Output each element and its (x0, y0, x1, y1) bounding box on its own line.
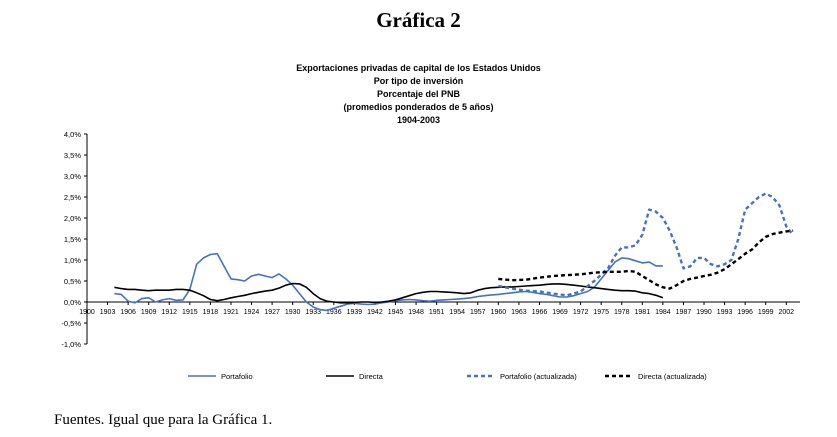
x-tick-label: 1909 (141, 309, 157, 316)
chart-title-line-5: 1904-2003 (396, 115, 441, 125)
series-line-2 (114, 282, 664, 304)
y-tick-label: 3,5% (64, 151, 81, 160)
y-tick-label: 0,0% (64, 298, 81, 307)
y-tick-label: 1,5% (64, 235, 81, 244)
legend-label-4: Directa (actualizada) (638, 372, 707, 381)
x-tick-label: 1999 (758, 309, 774, 316)
chart-title-line-4: (promedios ponderados de 5 años) (343, 102, 494, 112)
y-tick-label: 3,0% (64, 172, 81, 181)
x-tick-label: 1951 (429, 309, 445, 316)
x-tick-label: 1918 (203, 309, 219, 316)
x-tick-label: 1981 (635, 309, 651, 316)
x-tick-label: 1984 (655, 309, 671, 316)
x-tick-label: 1912 (161, 309, 177, 316)
x-tick-label: 1906 (120, 309, 136, 316)
y-tick-label: 4,0% (64, 130, 81, 139)
x-tick-label: 1987 (676, 309, 692, 316)
legend-label-3: Portafolio (actualizada) (500, 372, 577, 381)
page-heading: Gráfica 2 (376, 8, 461, 32)
x-tick-label: 1924 (244, 309, 260, 316)
x-tick-label: 1948 (408, 309, 424, 316)
legend-label-1: Portafolio (221, 372, 253, 381)
x-tick-label: 1957 (470, 309, 486, 316)
x-tick-label: 1963 (511, 309, 527, 316)
x-tick-label: 1975 (593, 309, 609, 316)
chart-title-line-2: Por tipo de inversión (373, 76, 464, 86)
x-tick-label: 1978 (614, 309, 630, 316)
footer-source-note: Fuentes. Igual que para la Gráfica 1. (54, 412, 273, 428)
x-tick-label: 1933 (305, 309, 321, 316)
x-tick-label: 1903 (100, 309, 116, 316)
x-tick-label: 1930 (285, 309, 301, 316)
x-tick-label: 1939 (347, 309, 363, 316)
chart-title-line-1: Exportaciones privadas de capital de los… (296, 63, 541, 73)
x-tick-label: 1966 (532, 309, 548, 316)
x-tick-label: 1945 (388, 309, 404, 316)
legend-label-2: Directa (359, 372, 384, 381)
y-tick-label: 2,0% (64, 214, 81, 223)
x-tick-label: 1996 (737, 309, 753, 316)
x-tick-label: 2002 (778, 309, 794, 316)
x-tick-label: 1969 (552, 309, 568, 316)
y-tick-label: 2,5% (64, 193, 81, 202)
x-tick-label: 1942 (367, 309, 383, 316)
x-tick-label: 1927 (264, 309, 280, 316)
x-tick-label: 1972 (573, 309, 589, 316)
x-tick-label: 1915 (182, 309, 198, 316)
x-tick-label: 1960 (491, 309, 507, 316)
y-tick-label: 0,5% (64, 277, 81, 286)
x-tick-label: 1921 (223, 309, 239, 316)
x-tick-label: 1900 (79, 309, 95, 316)
x-tick-label: 1990 (696, 309, 712, 316)
y-tick-label: -0,5% (61, 319, 81, 328)
x-tick-label: 1954 (449, 309, 465, 316)
x-tick-label: 1993 (717, 309, 733, 316)
series-line-3 (498, 192, 795, 297)
y-tick-label: 1,0% (64, 256, 81, 265)
y-tick-label: -1,0% (61, 340, 81, 349)
series-line-4 (498, 229, 794, 290)
chart-title-line-3: Porcentaje del PNB (376, 89, 461, 99)
x-tick-label: 1936 (326, 309, 342, 316)
